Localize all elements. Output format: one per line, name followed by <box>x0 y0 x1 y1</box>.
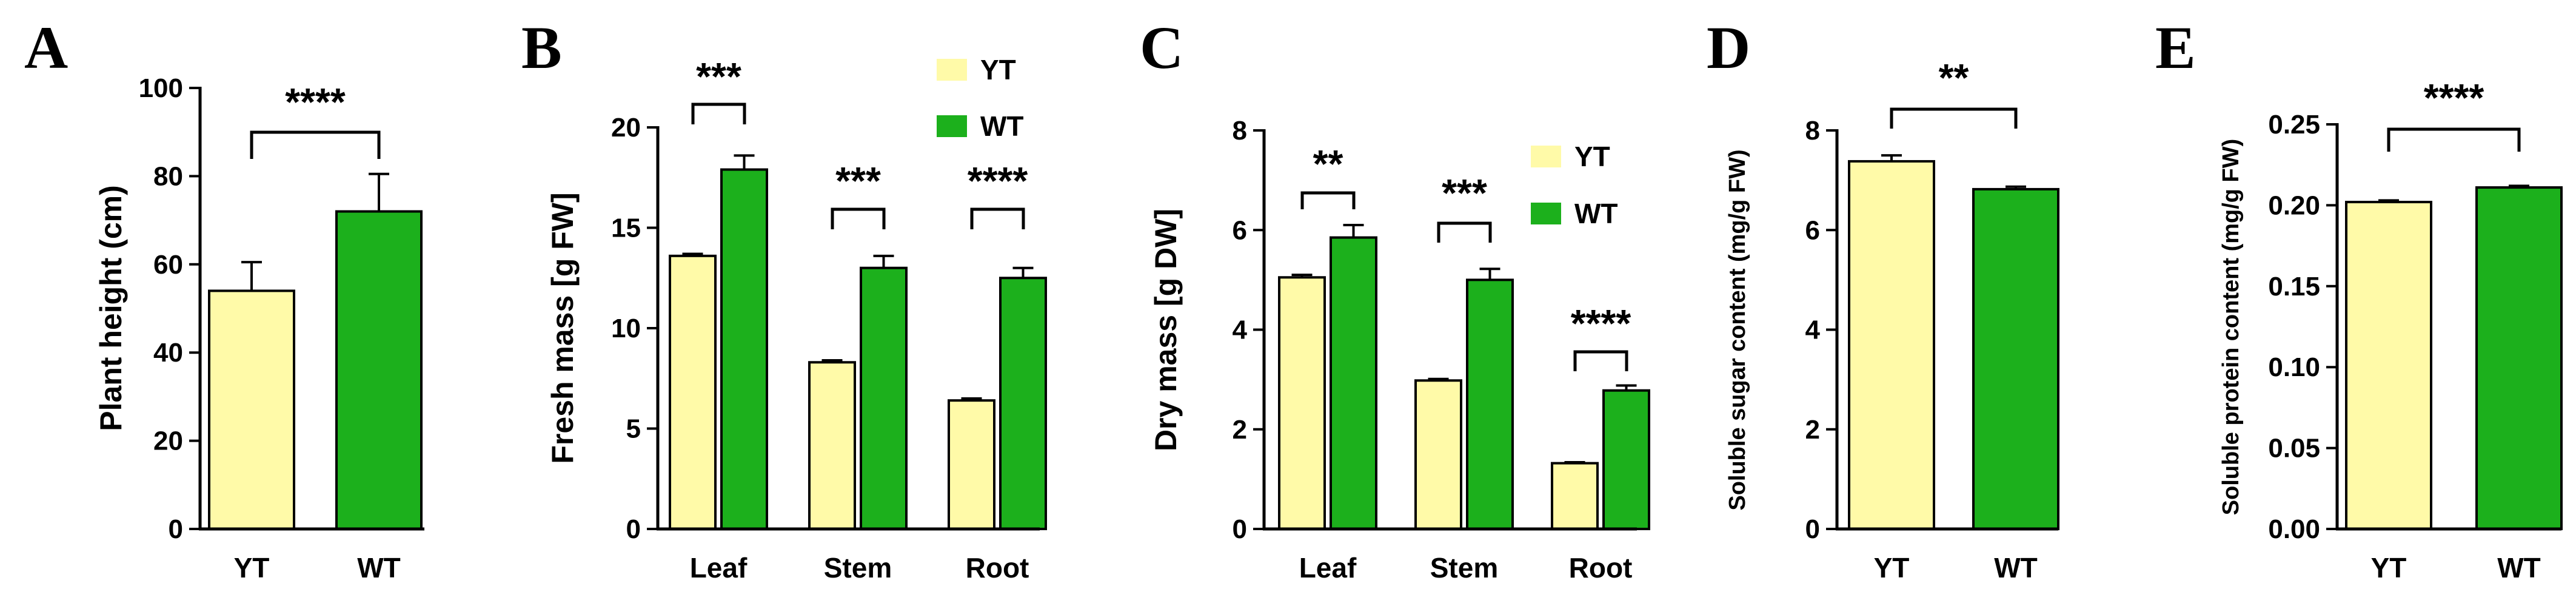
panel-d: D Soluble sugar content (mg/g FW) YT WT 0 2 4 6… <box>1707 14 2059 584</box>
legend-swatch-wt <box>937 115 967 137</box>
significance-bracket <box>970 207 1025 229</box>
y-axis-label: Dry mass [g DW] <box>1149 209 1183 451</box>
bar-yt-leaf <box>669 254 717 530</box>
legend-label: YT <box>980 54 1016 86</box>
bar-yt-stem <box>808 361 856 531</box>
x-tick-label: YT <box>234 552 270 584</box>
bar-yt <box>1848 160 1935 531</box>
y-tick-label: 0.15 <box>2268 272 2320 301</box>
y-tick-label: 0 <box>169 514 183 544</box>
bar-wt-root <box>1602 389 1650 530</box>
panel-b: B Fresh mass [g FW] Leaf Stem Root 0 5 10 15 20 **… <box>521 14 1047 584</box>
y-tick-label: 0.00 <box>2268 514 2320 544</box>
x-tick-label: Stem <box>824 552 892 584</box>
panel-letter: C <box>1140 14 1183 81</box>
significance-bracket <box>1300 191 1356 209</box>
bar-wt-root <box>999 277 1047 530</box>
significance-label: *** <box>835 159 881 203</box>
y-tick-label: 4 <box>1805 315 1821 345</box>
bar-wt <box>2475 186 2563 530</box>
y-tick-label: 4 <box>1233 315 1248 345</box>
y-tick-label: 8 <box>1805 116 1820 146</box>
significance-label: **** <box>2424 76 2484 120</box>
x-tick-label: Leaf <box>690 552 748 584</box>
y-axis-label: Plant height (cm) <box>94 185 128 431</box>
y-axis-label: Soluble sugar content (mg/g FW) <box>1725 149 1750 510</box>
legend-swatch-wt <box>1531 203 1561 224</box>
significance-label: ** <box>1939 56 1969 99</box>
significance-bracket <box>1573 350 1628 371</box>
y-tick-label: 8 <box>1233 116 1247 146</box>
y-tick-label: 0 <box>1233 514 1247 544</box>
bar-wt-stem <box>860 266 908 530</box>
y-tick-label: 20 <box>153 426 183 456</box>
significance-bracket <box>2387 127 2521 152</box>
x-tick-label: WT <box>357 552 401 584</box>
x-tick-label: YT <box>2371 552 2407 584</box>
x-tick-label: Leaf <box>1299 552 1357 584</box>
legend-label: WT <box>980 110 1024 142</box>
significance-label: **** <box>968 159 1028 203</box>
bar-yt-root <box>1551 462 1599 530</box>
significance-label: **** <box>1571 301 1631 345</box>
y-tick-label: 80 <box>153 161 183 191</box>
y-axis-label: Fresh mass [g FW] <box>546 192 580 463</box>
y-tick-label: 10 <box>611 314 641 343</box>
y-tick-label: 60 <box>153 250 183 280</box>
y-tick-label: 100 <box>139 73 183 103</box>
y-tick-label: 0.10 <box>2268 352 2320 382</box>
panel-letter: B <box>521 14 562 81</box>
x-tick-label: Stem <box>1430 552 1498 584</box>
x-tick-label: WT <box>1994 552 2038 584</box>
bar-yt-stem <box>1414 379 1462 531</box>
bar-yt <box>208 289 295 530</box>
x-tick-label: WT <box>2497 552 2541 584</box>
y-tick-label: 0.25 <box>2268 110 2320 140</box>
y-axis-label: Soluble protein content (mg/g FW) <box>2218 139 2244 516</box>
panel-e: E Soluble protein content (mg/g FW) YT WT 0.… <box>2155 14 2563 584</box>
y-tick-label: 40 <box>153 338 183 368</box>
bar-yt-root <box>948 399 995 530</box>
bar-yt-leaf <box>1278 276 1326 530</box>
legend-swatch-yt <box>1531 146 1561 167</box>
legend-swatch-yt <box>937 59 967 81</box>
bar-wt-leaf <box>720 168 768 530</box>
y-tick-label: 0.05 <box>2268 434 2320 463</box>
x-tick-label: Root <box>1569 552 1633 584</box>
significance-label: *** <box>1442 171 1487 215</box>
panel-letter: E <box>2155 14 2196 81</box>
y-tick-label: 20 <box>611 113 641 143</box>
y-tick-label: 0.20 <box>2268 190 2320 220</box>
significance-bracket <box>1890 107 2018 129</box>
bar-wt-leaf <box>1330 236 1377 530</box>
y-tick-label: 15 <box>611 214 641 243</box>
panel-letter: A <box>24 14 68 81</box>
significance-bracket <box>691 103 746 124</box>
y-tick-label: 5 <box>626 414 641 444</box>
y-tick-label: 0 <box>1805 514 1820 544</box>
bar-wt-stem <box>1466 278 1514 530</box>
y-tick-label: 2 <box>1805 415 1820 445</box>
significance-label: **** <box>285 80 346 124</box>
significance-bracket <box>831 207 886 229</box>
bar-yt <box>2345 201 2432 530</box>
significance-bracket <box>1437 221 1492 243</box>
panel-a: A Plant height (cm) YT WT 0 20 40 60 80 100 **** <box>24 14 424 584</box>
bar-wt <box>1972 187 2059 531</box>
significance-bracket <box>250 130 381 159</box>
y-tick-label: 0 <box>626 514 641 544</box>
panel-letter: D <box>1707 14 1750 81</box>
legend-label: YT <box>1574 141 1610 172</box>
y-tick-label: 6 <box>1805 215 1820 245</box>
x-tick-label: YT <box>1874 552 1910 584</box>
legend-label: WT <box>1574 198 1618 229</box>
significance-label: *** <box>696 55 741 98</box>
y-tick-label: 2 <box>1233 415 1247 445</box>
significance-label: ** <box>1313 142 1343 186</box>
y-tick-label: 6 <box>1233 215 1247 245</box>
bar-wt <box>335 210 423 530</box>
x-tick-label: Root <box>966 552 1029 584</box>
